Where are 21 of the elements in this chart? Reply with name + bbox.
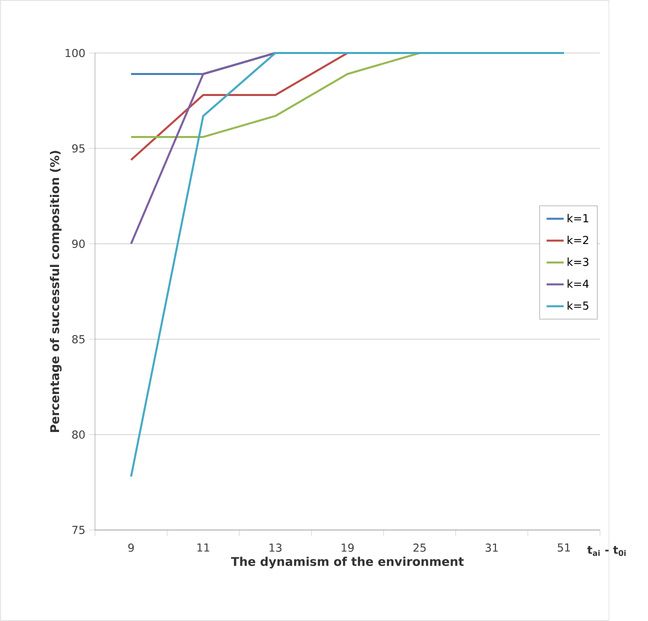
- legend-label: k=2: [568, 236, 588, 244]
- text: t$_{ai}$ - t$_{0i}$: [587, 546, 626, 556]
- y-axis-title: Percentage of successful composition (%): [50, 150, 62, 432]
- y-tick-label: 75: [72, 526, 85, 534]
- x-tick-label: 25: [413, 544, 426, 552]
- y-tick-label: 95: [72, 144, 85, 153]
- x-tick-label: 31: [486, 544, 498, 552]
- x-tick-label: 51: [558, 544, 570, 552]
- y-tick-label: 80: [72, 430, 85, 439]
- y-tick-label: 85: [72, 335, 85, 344]
- legend-label: k=4: [568, 279, 589, 288]
- x-axis-title: The dynamism of the environment: [231, 556, 464, 568]
- x-tick-label: 19: [342, 544, 354, 552]
- legend-label: k=3: [568, 258, 588, 266]
- y-tick-label: 100: [66, 48, 85, 58]
- x-tick-label: 13: [270, 544, 282, 552]
- x-tick-label: 9: [128, 544, 134, 552]
- legend-label: k=5: [568, 301, 588, 310]
- y-tick-label: 90: [72, 240, 85, 248]
- x-tick-label: 11: [197, 544, 210, 552]
- legend-label: k=1: [568, 214, 588, 222]
